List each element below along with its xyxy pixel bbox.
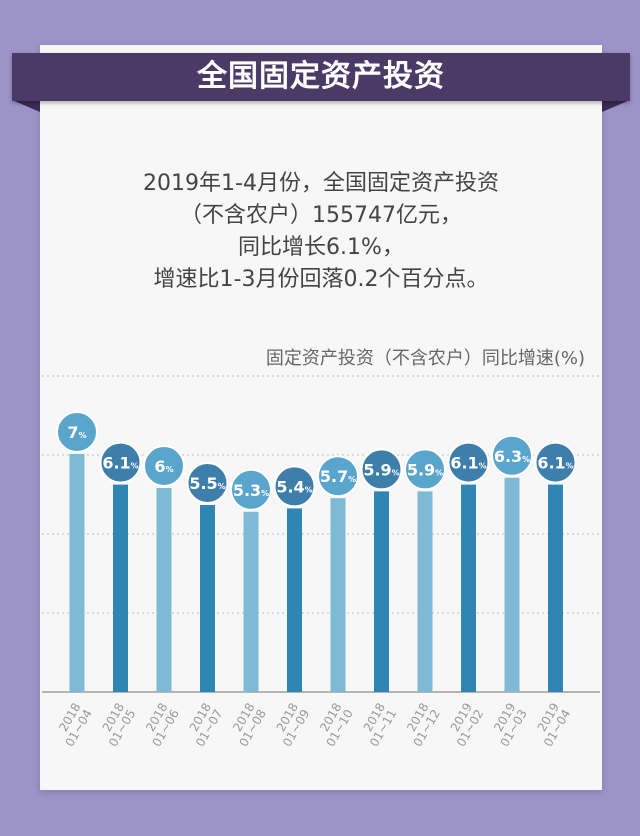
data-label: 5.7%	[320, 467, 356, 486]
title-ribbon: 全国固定资产投资	[12, 53, 630, 101]
chart-title: 固定资产投资（不含农户）同比增速(%)	[265, 348, 585, 369]
data-label-bubble	[186, 462, 229, 504]
summary-text: 2019年1-4月份，全国固定资产投资 （不含农户）155747亿元， 同比增长…	[40, 168, 602, 296]
x-tick-label: 201801~10	[312, 701, 356, 750]
data-label: 5.9%	[363, 460, 399, 479]
data-label-bubble	[56, 411, 98, 453]
data-label-bubble	[404, 448, 446, 491]
data-label-bubble	[317, 455, 359, 498]
ribbon-fold-right	[602, 100, 630, 112]
bar	[417, 491, 433, 692]
data-label-bubble	[273, 465, 316, 508]
x-tick-label: 201801~06	[138, 701, 182, 750]
page-title: 全国固定资产投资	[197, 59, 445, 94]
bar	[113, 484, 128, 692]
data-label-bubble	[143, 445, 185, 487]
bar	[548, 484, 563, 692]
summary-line-2: （不含农户）155747亿元，	[180, 203, 462, 228]
data-label-bubble	[230, 468, 272, 511]
x-tick-label: 201901~04	[530, 701, 574, 750]
data-label-bubble	[99, 441, 142, 484]
data-label: 7%	[67, 423, 86, 442]
data-label: 6.1%	[537, 454, 573, 473]
x-tick-label: 201801~08	[225, 701, 269, 750]
x-tick-label: 201901~02	[443, 701, 487, 750]
data-label: 5.4%	[276, 477, 312, 496]
data-label: 6.3%	[494, 447, 530, 466]
summary-line-4: 增速比1-3月份回落0.2个百分点。	[153, 267, 489, 292]
bar	[69, 454, 85, 692]
bar	[156, 488, 172, 692]
bar	[287, 508, 302, 692]
x-tick-label: 201801~11	[356, 701, 400, 750]
x-tick-label: 201801~05	[95, 701, 139, 750]
data-label-bubble	[360, 448, 403, 491]
data-label-bubble	[491, 434, 533, 477]
data-label: 5.5%	[189, 474, 225, 493]
x-tick-label: 201901~03	[486, 701, 530, 750]
data-label-bubble	[447, 441, 490, 484]
x-tick-label: 201801~09	[269, 701, 313, 750]
data-label: 6%	[154, 457, 173, 476]
bar	[200, 505, 215, 692]
bar	[504, 477, 520, 692]
x-tick-label: 201801~12	[399, 701, 443, 750]
data-label: 6.1%	[102, 454, 138, 473]
x-tick-label: 201801~04	[51, 701, 95, 750]
bar	[243, 511, 259, 692]
summary-line-3: 同比增长6.1%，	[238, 235, 404, 260]
data-label-bubble	[534, 441, 577, 484]
data-label: 5.3%	[233, 481, 269, 500]
summary-line-1: 2019年1-4月份，全国固定资产投资	[143, 171, 499, 196]
ribbon-fold-left	[12, 100, 40, 112]
x-tick-label: 201801~07	[182, 701, 226, 750]
bar	[330, 498, 346, 692]
data-label: 6.1%	[450, 454, 486, 473]
bar	[461, 484, 476, 692]
data-label: 5.9%	[407, 460, 443, 479]
bar	[374, 491, 389, 692]
